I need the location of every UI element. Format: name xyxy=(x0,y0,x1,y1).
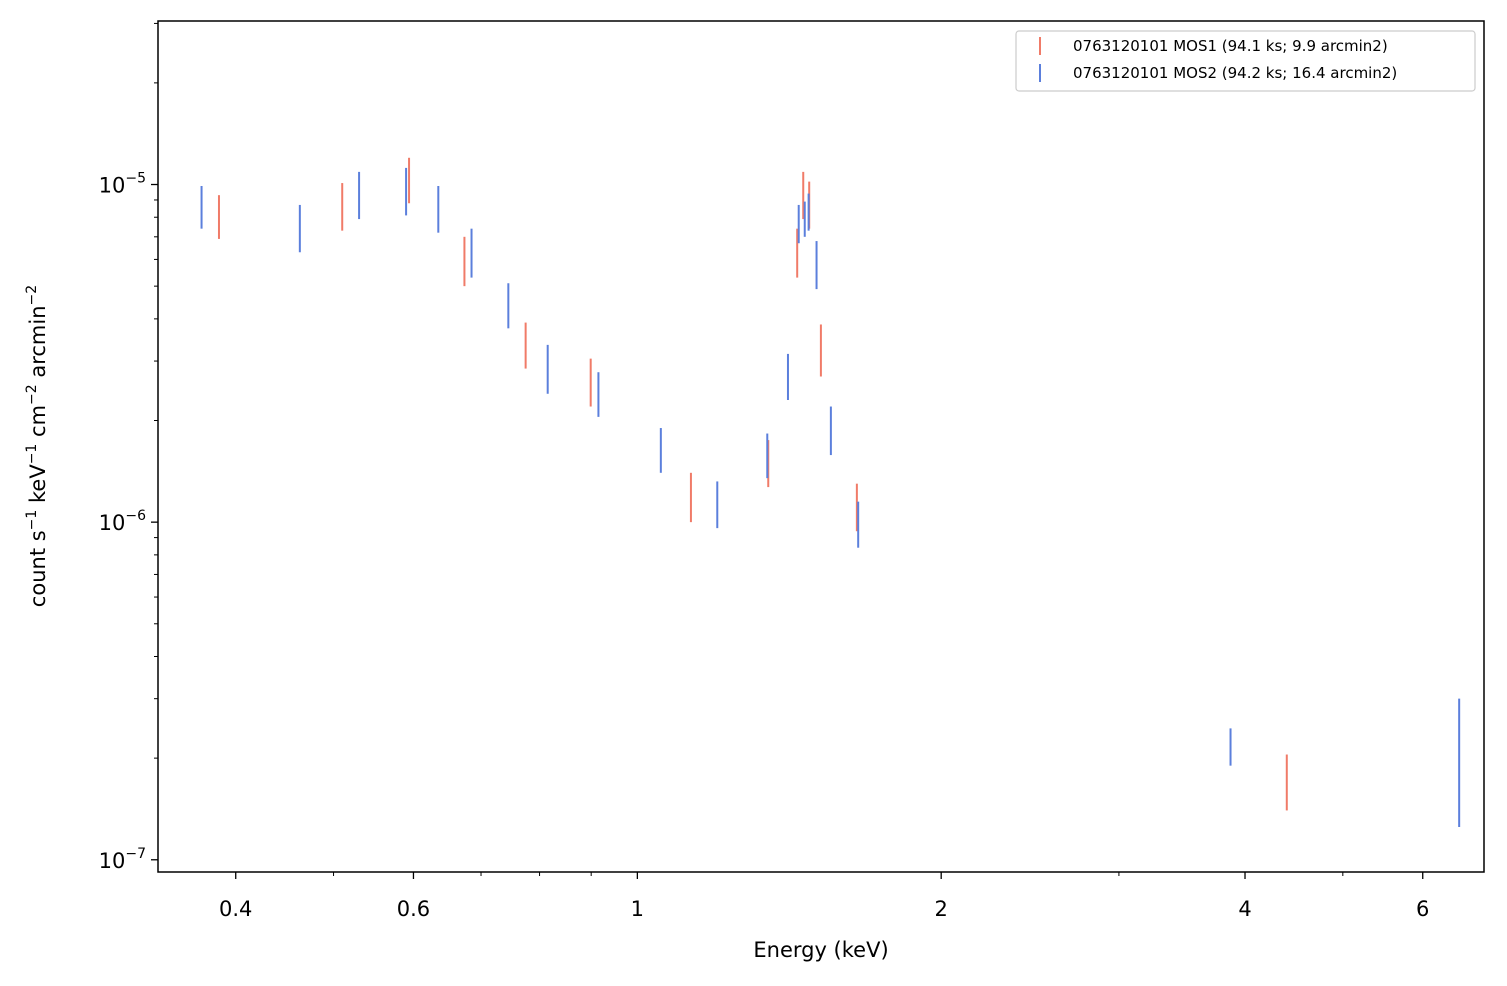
legend-box xyxy=(1015,30,1476,92)
legend: 0763120101 MOS1 (94.1 ks; 9.9 arcmin2) 0… xyxy=(1015,30,1476,92)
y-tick-label: 10−7 xyxy=(99,846,146,873)
x-tick-label: 2 xyxy=(935,897,948,921)
legend-label-mos2: 0763120101 MOS2 (94.2 ks; 16.4 arcmin2) xyxy=(1073,64,1397,82)
y-tick-label: 10−5 xyxy=(99,171,146,198)
x-tick-label: 6 xyxy=(1416,897,1429,921)
x-tick-label: 0.6 xyxy=(397,897,430,921)
plot-frame xyxy=(157,20,1485,873)
y-tick-label: 10−6 xyxy=(99,508,146,535)
x-tick-label: 0.4 xyxy=(219,897,252,921)
x-axis: 0.4 0.6 1 2 4 6 xyxy=(219,872,1429,921)
x-axis-label: Energy (keV) xyxy=(753,938,888,962)
x-tick-label: 4 xyxy=(1238,897,1251,921)
legend-label-mos1: 0763120101 MOS1 (94.1 ks; 9.9 arcmin2) xyxy=(1073,37,1388,55)
chart-marks xyxy=(200,157,1461,828)
y-axis: 10−5 10−6 10−7 xyxy=(99,22,158,873)
x-tick-label: 1 xyxy=(631,897,644,921)
y-axis-label: count s−1 keV−1 cm−2 arcmin−2 xyxy=(24,285,50,607)
